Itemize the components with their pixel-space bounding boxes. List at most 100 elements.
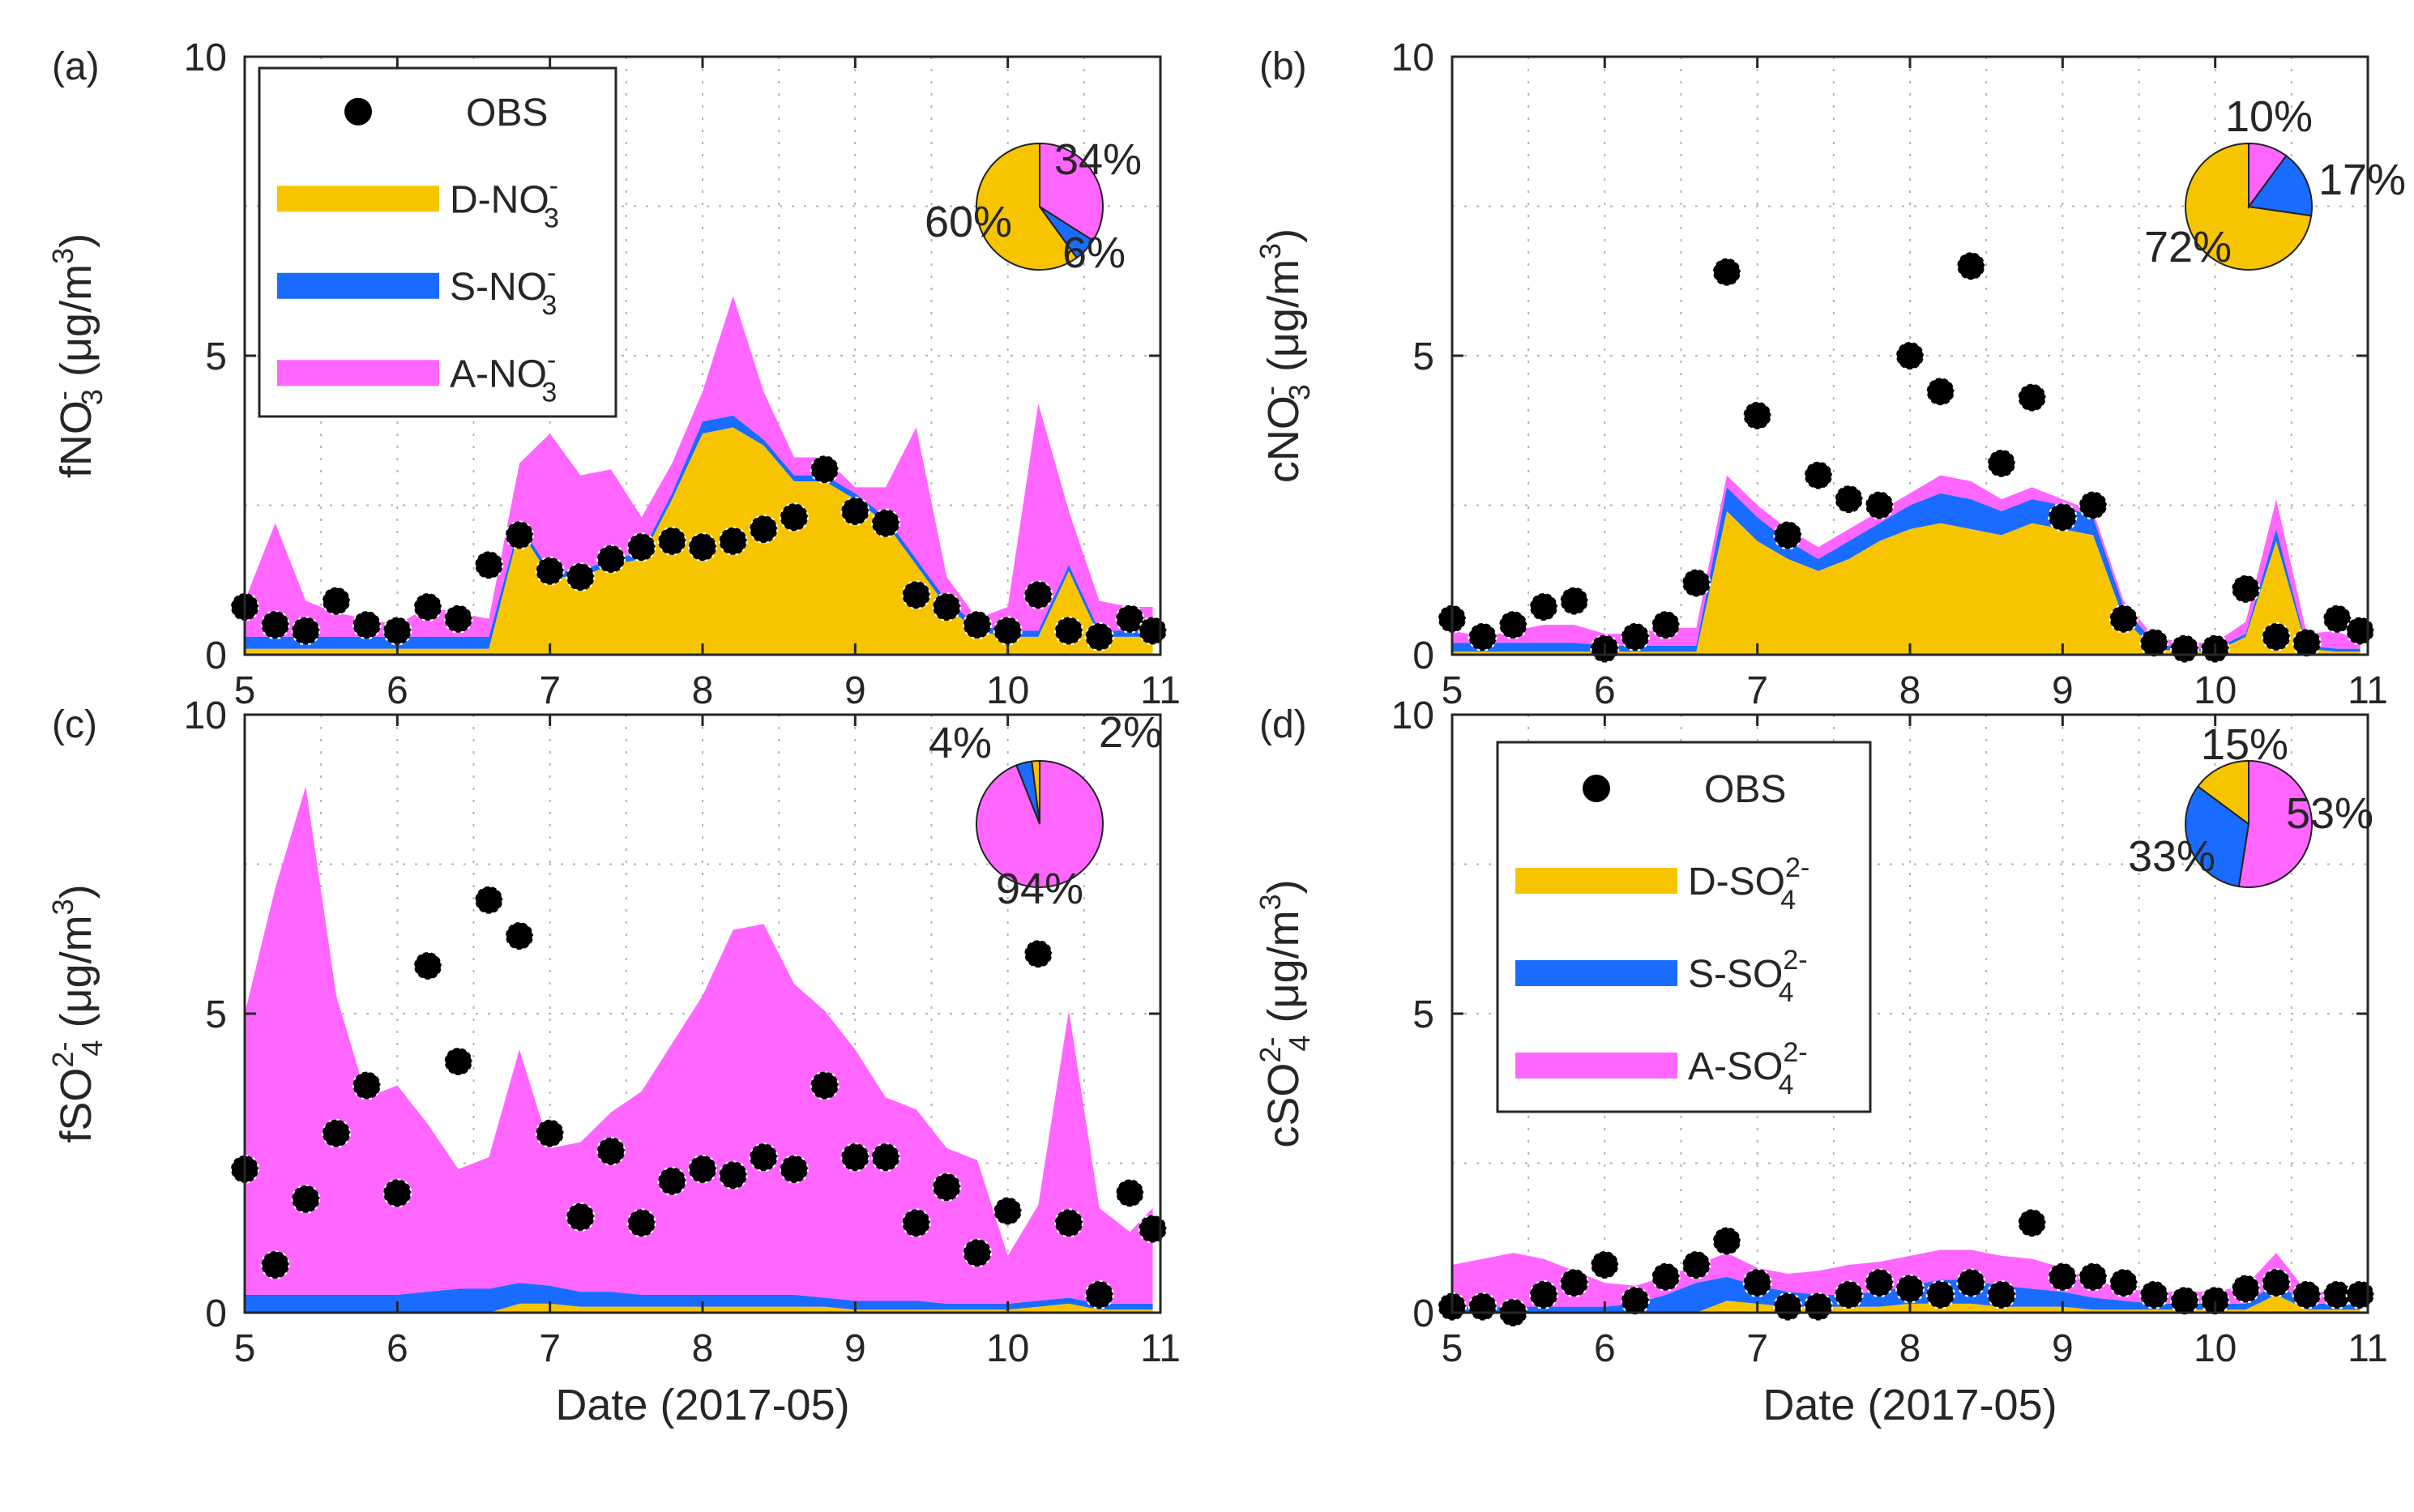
x-tick-label: 11 xyxy=(2348,1327,2388,1370)
obs-point xyxy=(443,604,473,634)
x-tick-label: 8 xyxy=(1899,669,1921,712)
y-axis-label-part: 3 xyxy=(1254,894,1287,910)
area-d-series xyxy=(245,1303,1153,1313)
legend-label-sup: - xyxy=(547,344,556,375)
obs-point xyxy=(871,508,900,538)
obs-point xyxy=(1956,1268,1986,1298)
obs-point xyxy=(2079,1262,2108,1292)
legend-obs-label: OBS xyxy=(1704,768,1786,811)
obs-point xyxy=(2017,1208,2047,1238)
x-tick-label: 9 xyxy=(844,669,866,712)
pie-label-s: 4% xyxy=(929,719,992,767)
obs-point xyxy=(626,1208,656,1238)
obs-point xyxy=(1804,460,1833,490)
legend-label-s: S-NO-3 xyxy=(450,258,557,321)
legend-label-d: D-SO2-4 xyxy=(1688,852,1809,916)
obs-point xyxy=(443,1047,473,1077)
x-tick-label: 9 xyxy=(2052,1327,2074,1370)
obs-point xyxy=(1712,1226,1741,1256)
obs-point xyxy=(1468,1292,1498,1322)
pie-chart: 60% 6% 34% xyxy=(925,135,1142,277)
obs-point xyxy=(1651,1262,1681,1292)
area-a-series xyxy=(245,296,1153,637)
obs-point xyxy=(626,532,656,562)
obs-point xyxy=(1590,1249,1620,1279)
obs-point xyxy=(2170,1286,2199,1316)
legend-label-main: D-SO xyxy=(1688,861,1785,903)
obs-point xyxy=(2048,1262,2078,1292)
obs-point xyxy=(963,610,992,640)
obs-point xyxy=(749,1143,779,1172)
y-axis-label-part: 4 xyxy=(75,1040,109,1057)
legend-obs-label: OBS xyxy=(466,92,548,135)
x-tick-label: 9 xyxy=(844,1327,866,1370)
obs-point xyxy=(1054,1208,1083,1238)
legend-label-sub: 4 xyxy=(1780,885,1796,916)
y-axis-label-part: 3 xyxy=(46,899,79,915)
legend-label-a: A-NO-3 xyxy=(450,344,557,408)
obs-point xyxy=(2109,1268,2138,1298)
legend-label-sub: 3 xyxy=(541,377,557,408)
y-axis-label-part: (μg/m xyxy=(1259,259,1308,384)
legend-label-sup: - xyxy=(547,258,556,288)
y-axis-label-part: (μg/m xyxy=(52,264,100,389)
pie-slice-s xyxy=(2247,154,2313,217)
x-tick-label: 5 xyxy=(1442,1327,1463,1370)
pie-label-d: 60% xyxy=(925,198,1012,246)
obs-point xyxy=(780,1154,809,1184)
pie-label-a: 94% xyxy=(996,865,1083,913)
y-axis-label: cNO-3 (μg/m3) xyxy=(1254,229,1316,483)
area-a-series xyxy=(245,786,1153,1304)
x-axis-label: Date (2017-05) xyxy=(555,1381,849,1429)
area-s-series xyxy=(245,1283,1153,1313)
y-axis-label-part: 3 xyxy=(1254,243,1287,259)
y-axis-label-part: fSO xyxy=(52,1068,100,1143)
pie-label-d: 72% xyxy=(2144,223,2232,271)
y-tick-label: 5 xyxy=(1412,335,1434,378)
x-tick-label: 11 xyxy=(1140,1327,1181,1370)
legend-label-main: A-SO xyxy=(1688,1045,1783,1088)
legend-label-sub: 3 xyxy=(544,203,559,233)
obs-point xyxy=(322,586,351,616)
x-tick-label: 11 xyxy=(1140,669,1181,712)
obs-point xyxy=(718,526,748,556)
obs-point xyxy=(1834,485,1864,515)
obs-point xyxy=(1804,1292,1833,1322)
obs-point xyxy=(1925,1279,1955,1309)
x-axis-label: Date (2017-05) xyxy=(1762,1381,2057,1429)
x-tick-label: 11 xyxy=(2348,669,2388,712)
obs-point xyxy=(352,610,382,640)
y-axis-label-part: ) xyxy=(52,233,100,248)
obs-point xyxy=(932,592,962,621)
pie-slice-a xyxy=(2237,759,2313,888)
legend-label-s: S-SO2-4 xyxy=(1688,945,1808,1008)
pie-slice-a xyxy=(2248,142,2288,210)
legend-label-sup: - xyxy=(549,170,558,201)
y-tick-label: 5 xyxy=(1412,993,1434,1036)
x-tick-label: 6 xyxy=(1594,669,1616,712)
pie-label-d: 2% xyxy=(1099,708,1162,757)
obs-point xyxy=(413,592,442,621)
y-tick-label: 0 xyxy=(205,634,227,677)
legend-obs-marker xyxy=(1583,775,1610,802)
obs-point xyxy=(2345,1279,2375,1309)
obs-point xyxy=(1865,490,1895,520)
obs-point xyxy=(2292,628,2322,658)
obs-point xyxy=(932,1172,962,1202)
legend-label-main: A-NO xyxy=(450,352,547,395)
obs-point xyxy=(901,1208,931,1238)
y-tick-label: 10 xyxy=(184,36,227,79)
obs-point xyxy=(1054,616,1083,646)
obs-point xyxy=(2262,1268,2291,1298)
obs-point xyxy=(566,1202,596,1232)
y-axis-label-part: (μg/m xyxy=(52,915,100,1040)
y-axis-label-part: ) xyxy=(52,884,100,899)
legend-obs-marker xyxy=(344,97,372,126)
obs-points xyxy=(1438,251,2375,664)
legend-label-sup: 2- xyxy=(1783,945,1807,976)
legend-swatch-a xyxy=(277,360,439,387)
panel-label: (b) xyxy=(1259,45,1307,88)
legend-label-a: A-SO2-4 xyxy=(1688,1037,1808,1100)
